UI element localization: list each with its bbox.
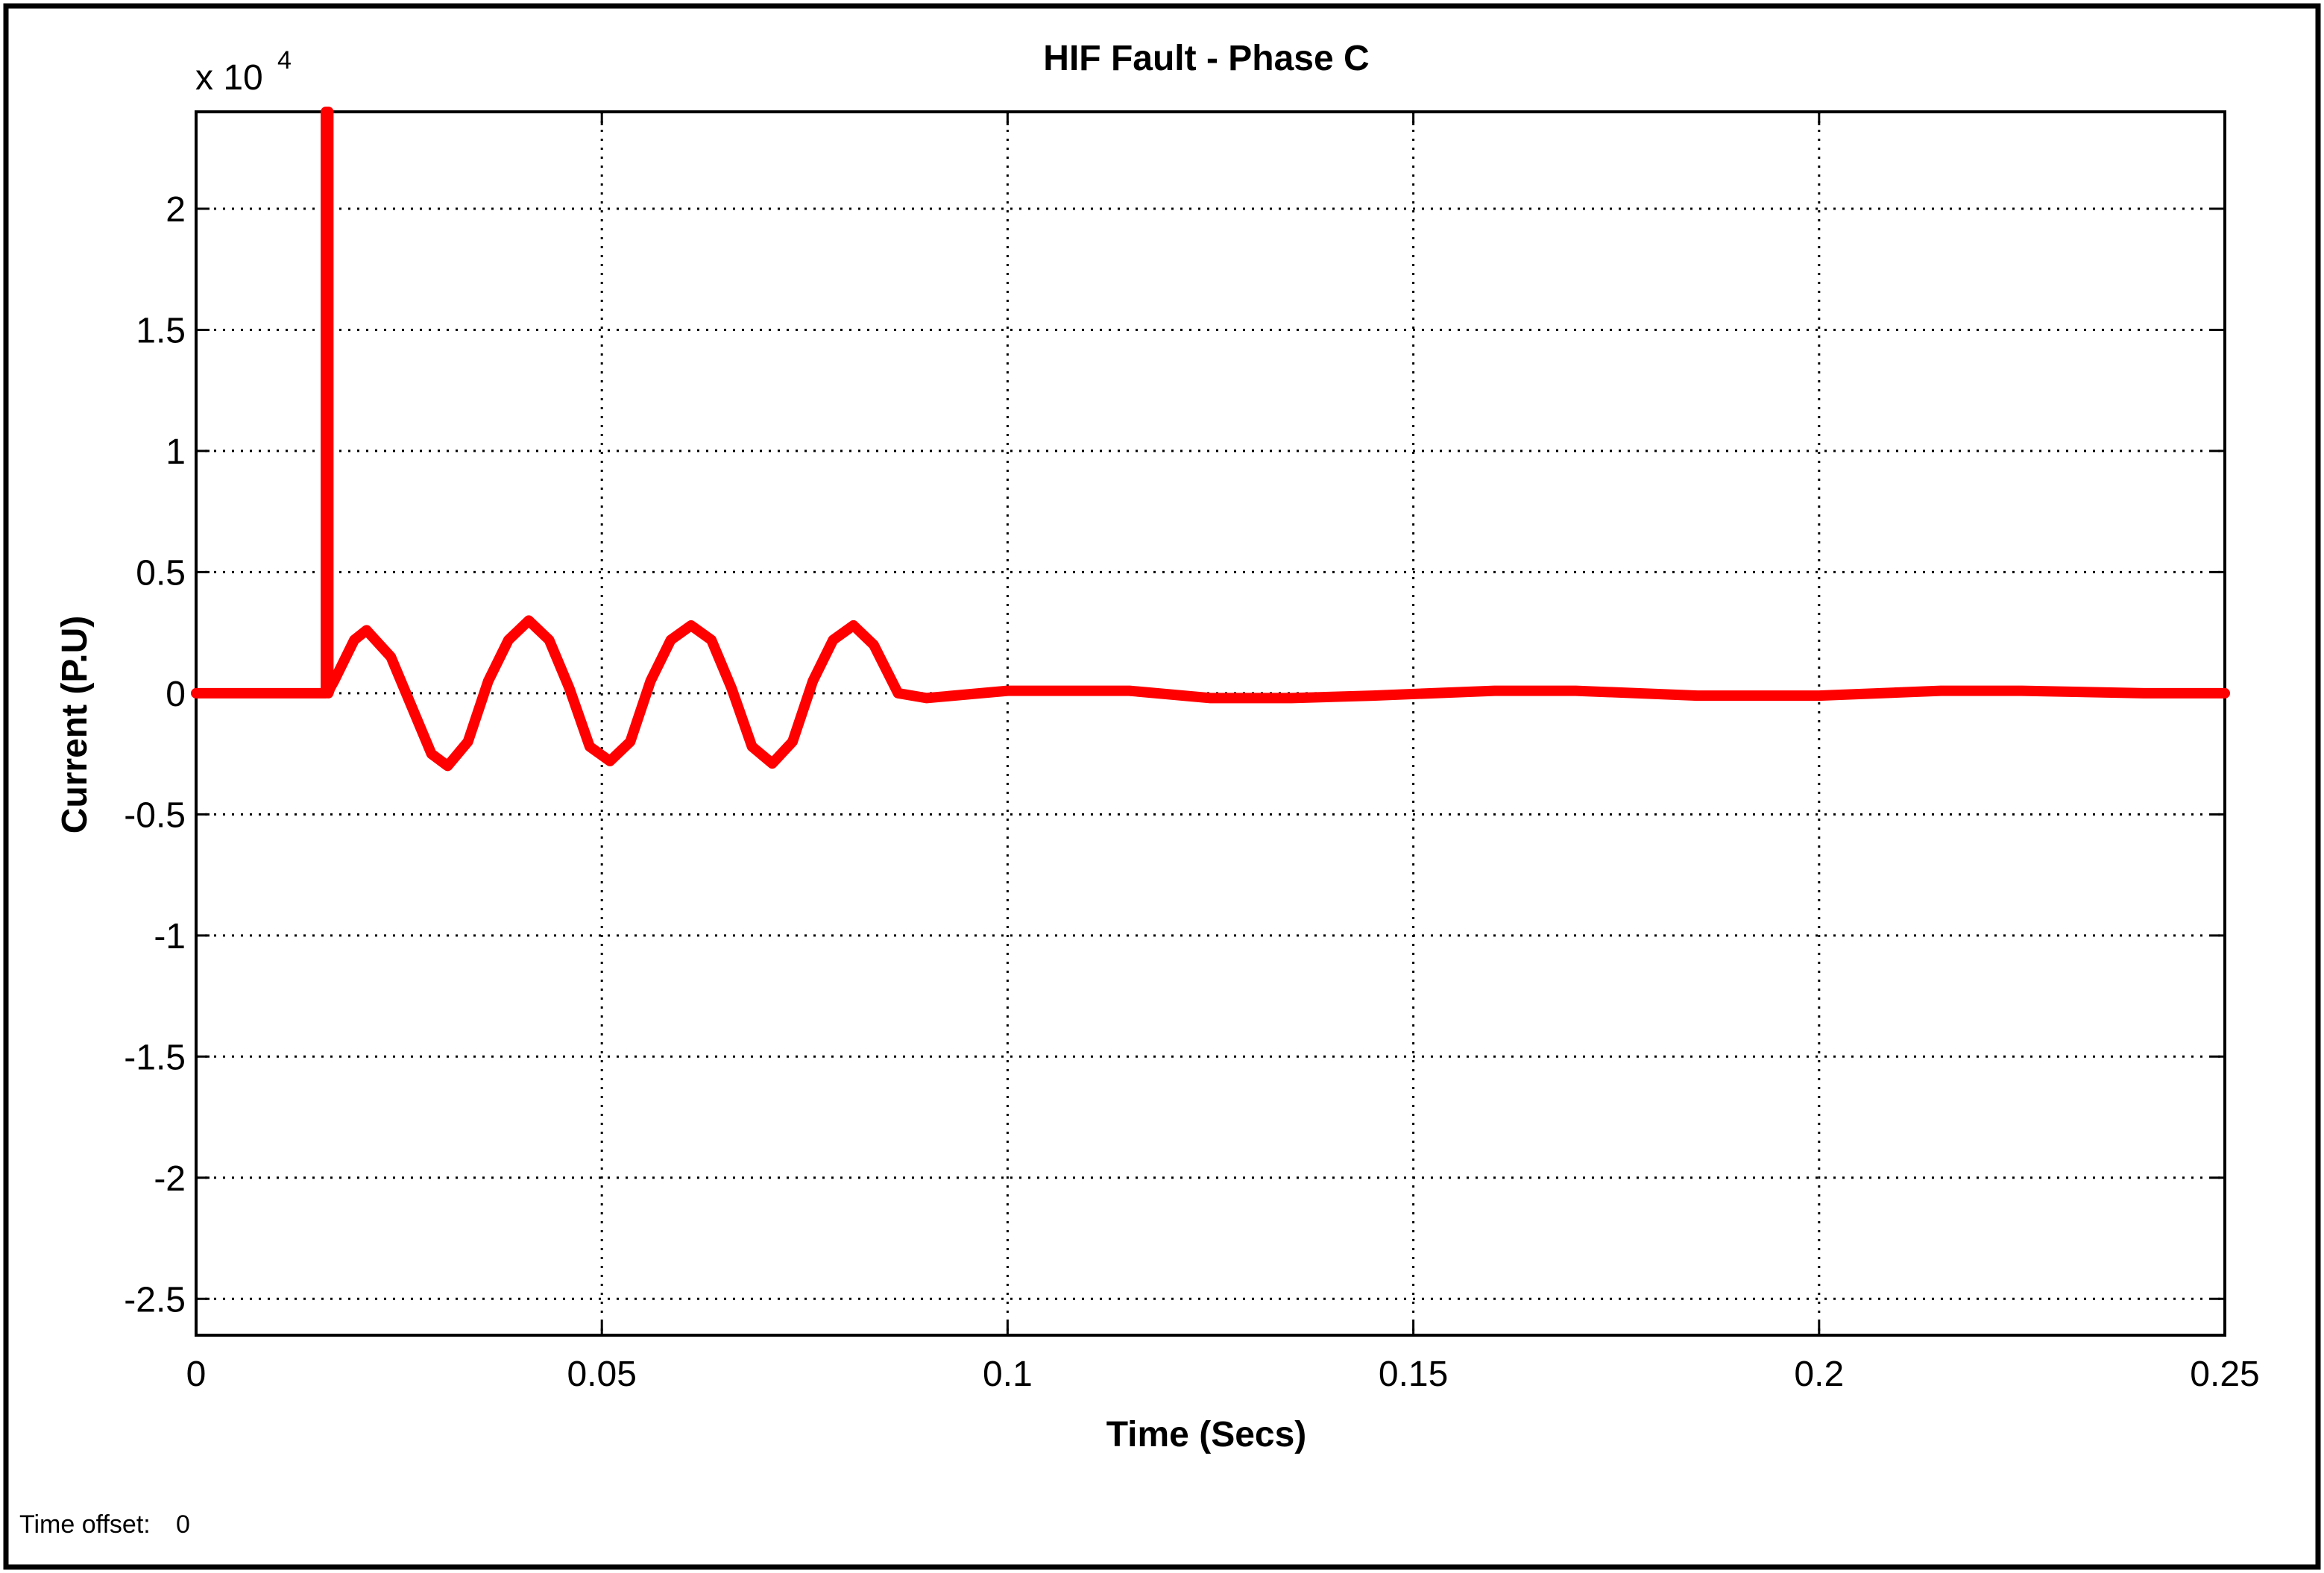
y-tick-label: -1: [154, 917, 186, 956]
y-tick-label: -2.5: [124, 1280, 186, 1320]
y-tick-label: -2: [154, 1159, 186, 1199]
y-multiplier: x 10 4: [195, 46, 292, 98]
y-tick-label: 1.5: [136, 311, 186, 350]
x-tick-label: 0: [186, 1355, 207, 1394]
y-tick-label: 2: [166, 190, 186, 230]
time-offset-label: Time offset:: [19, 1510, 151, 1539]
series-layer: [191, 107, 2230, 772]
plot-area: [195, 110, 2226, 1337]
y-multiplier-exponent: 4: [277, 46, 292, 75]
y-tick-label: -0.5: [124, 795, 186, 835]
tick-layer: 0 0.05 0.1 0.15 0.2 0.25 2 1.5 1 0.5 0 -0.5 -1 -1.5 -2…: [124, 112, 2260, 1394]
time-offset-annotation: Time offset: 0: [19, 1510, 190, 1539]
x-tick-label: 0.25: [2190, 1355, 2259, 1394]
x-tick-label: 0.05: [567, 1355, 636, 1394]
x-tick-label: 0.2: [1794, 1355, 1844, 1394]
x-tick-label: 0.1: [983, 1355, 1033, 1394]
y-tick-label: 1: [166, 432, 186, 472]
figure-border: [3, 3, 2321, 1570]
y-tick-label: 0.5: [136, 553, 186, 593]
y-multiplier-base: x 10: [195, 58, 263, 98]
chart-title: HIF Fault - Phase C: [1043, 39, 1369, 78]
y-tick-label: -1.5: [124, 1038, 186, 1077]
y-tick-label: 0: [166, 675, 186, 714]
y-axis-label: Current (P.U): [55, 616, 95, 833]
time-offset-value: 0: [176, 1510, 190, 1539]
series-line-0: [191, 107, 2230, 772]
x-axis-label: Time (Secs): [1106, 1415, 1307, 1454]
x-tick-label: 0.15: [1379, 1355, 1448, 1394]
